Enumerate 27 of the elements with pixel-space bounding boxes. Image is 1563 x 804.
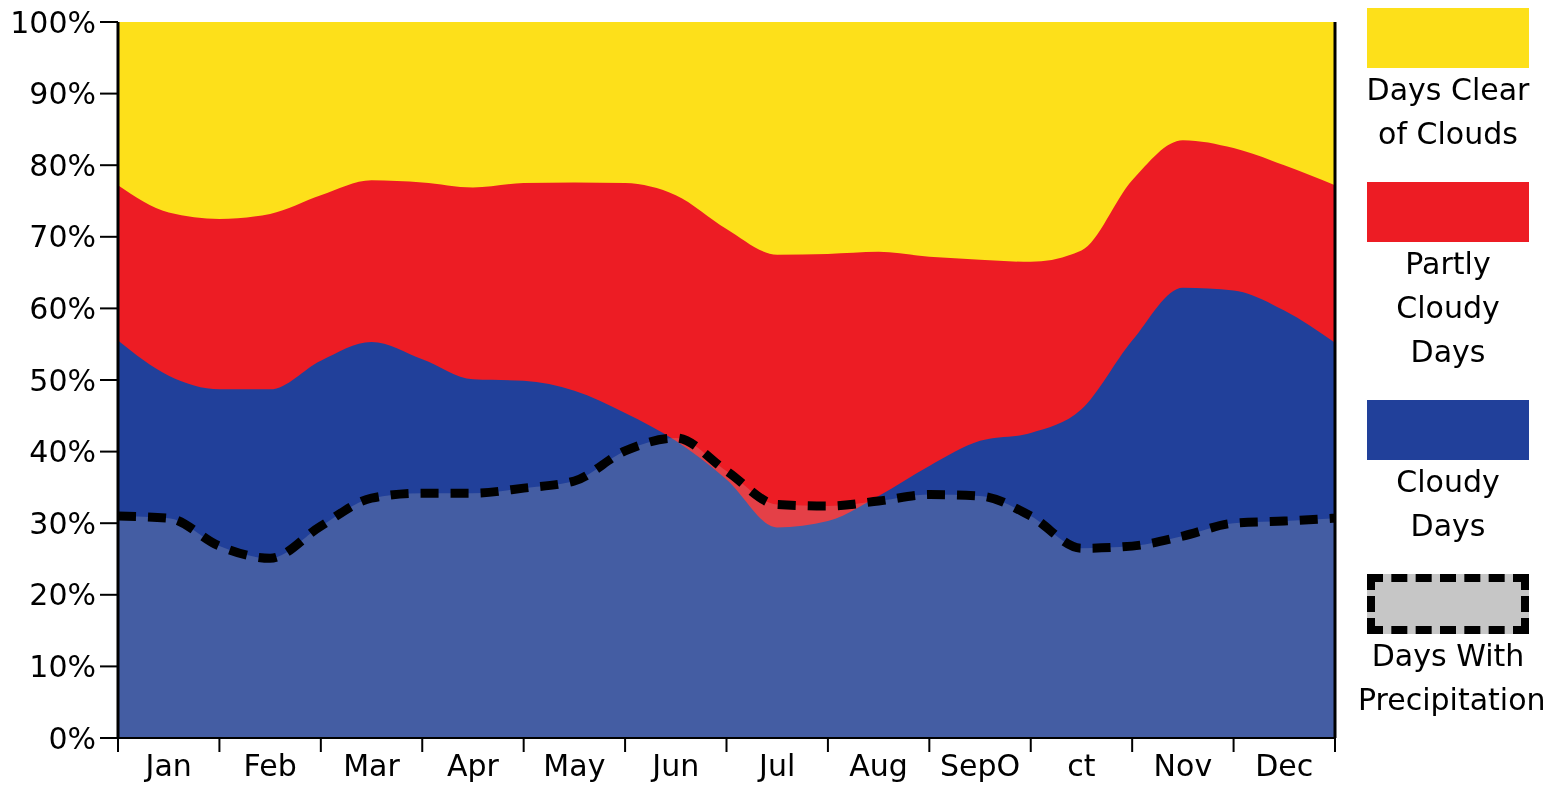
- x-tick-label: Dec: [1255, 748, 1314, 783]
- x-tick-label: SepO: [939, 748, 1021, 783]
- y-tick-label: 100%: [10, 4, 96, 40]
- x-tick-label: May: [543, 748, 606, 783]
- y-tick-label: 10%: [29, 649, 96, 685]
- y-tick-label: 50%: [29, 362, 96, 398]
- y-tick-label: 0%: [48, 720, 96, 756]
- y-tick-label: 90%: [29, 76, 96, 112]
- series-label: Days Clear of Clouds: [1365, 71, 1531, 153]
- text: Cloudy Days: [1395, 463, 1501, 545]
- y-tick-label: 20%: [29, 577, 96, 613]
- x-tick-label: Feb: [243, 748, 297, 783]
- text: Partly Cloudy Days: [1395, 245, 1501, 371]
- y-tick-label: 40%: [29, 434, 96, 470]
- x-tick-label: Jun: [650, 748, 700, 783]
- x-tick-label: Jan: [143, 748, 192, 783]
- y-tick-label: 30%: [29, 505, 96, 541]
- x-tick-label: Nov: [1153, 748, 1213, 783]
- y-tick-label: 70%: [29, 219, 96, 255]
- x-tick-label: Jul: [757, 748, 796, 783]
- series-label: Days With Precipitation: [1358, 637, 1546, 719]
- x-tick-label: Mar: [343, 748, 401, 783]
- x-tick-label: Aug: [849, 748, 908, 783]
- x-tick-label: ct: [1067, 748, 1096, 783]
- y-tick-label: 60%: [29, 291, 96, 327]
- y-tick-label: 80%: [29, 147, 96, 183]
- x-tick-label: Apr: [447, 748, 500, 783]
